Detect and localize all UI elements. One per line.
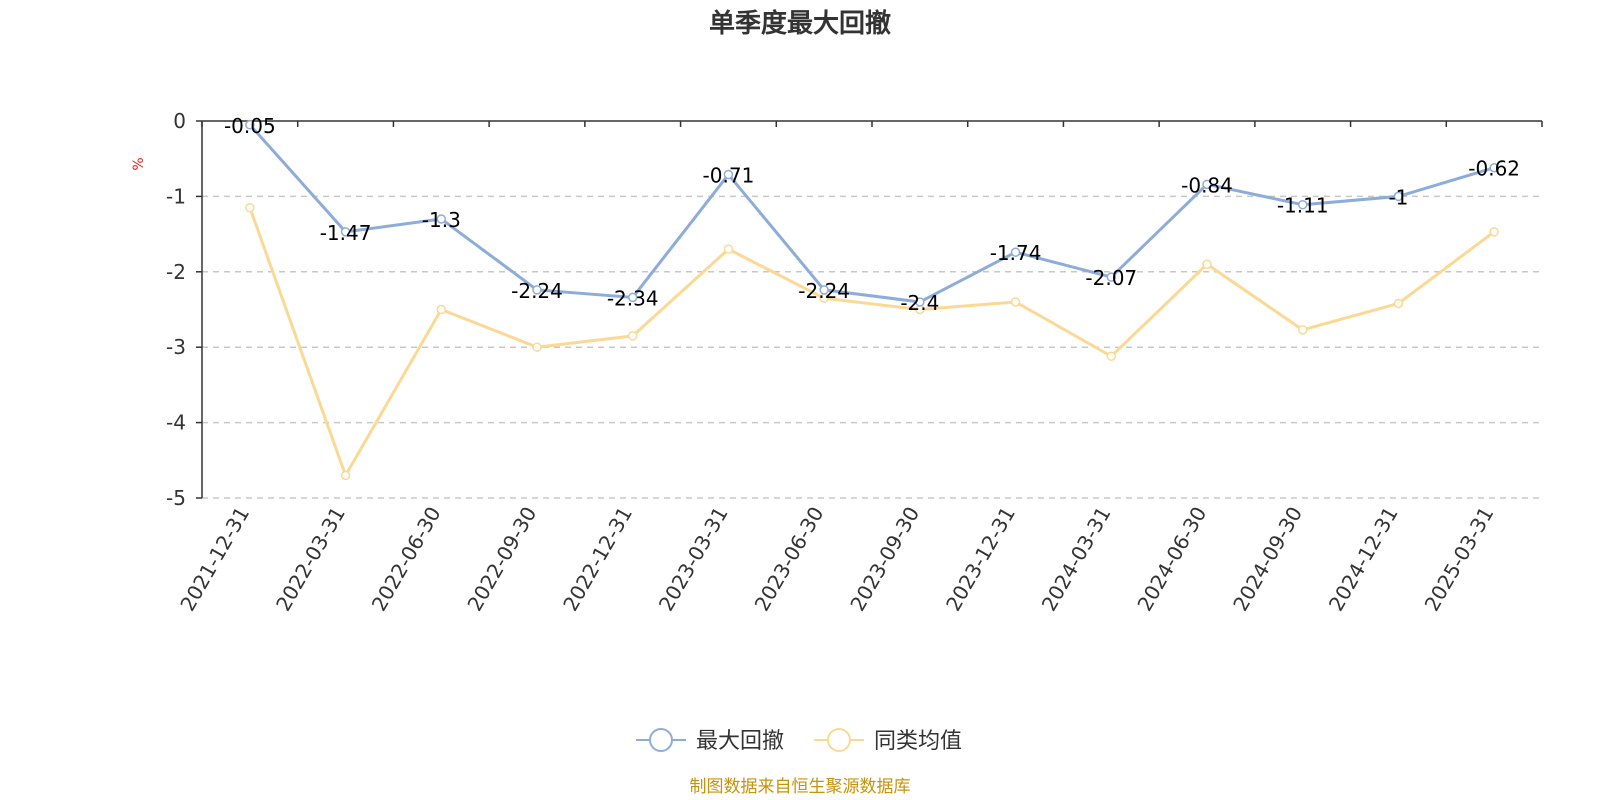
x-tick-label: 2022-06-30 xyxy=(367,503,446,616)
data-label: -2.07 xyxy=(1085,266,1137,290)
legend-label: 最大回撤 xyxy=(696,729,784,754)
data-label: -1.3 xyxy=(422,208,461,232)
data-point xyxy=(627,331,638,341)
data-label: -0.84 xyxy=(1181,173,1233,197)
axes xyxy=(196,120,1543,499)
source-note: 制图数据来自恒生聚源数据库 xyxy=(690,777,911,797)
data-point xyxy=(915,297,925,307)
y-tick-label: 0 xyxy=(173,109,186,133)
data-point xyxy=(436,304,447,315)
data-point xyxy=(1297,199,1308,210)
legend-item: 同类均值 xyxy=(814,728,962,754)
x-tick-label: 2022-03-31 xyxy=(271,503,350,616)
data-label: -2.24 xyxy=(511,279,563,303)
data-label: -1.11 xyxy=(1277,194,1329,218)
legend-marker xyxy=(649,728,673,752)
y-tick-label: -4 xyxy=(166,411,186,435)
x-tick-label: 2022-12-31 xyxy=(558,503,637,616)
chart-title: 单季度最大回撤 xyxy=(709,8,891,39)
y-tick-labels: 0 -1 -2 -3 -4 -5 xyxy=(166,109,186,510)
y-tick-label: -1 xyxy=(166,184,186,208)
data-point xyxy=(1489,227,1499,237)
data-point xyxy=(1489,162,1499,173)
x-tick-label: 2024-09-30 xyxy=(1228,503,1307,616)
gridlines xyxy=(202,195,1542,499)
data-point xyxy=(627,292,638,303)
data-point xyxy=(1106,351,1117,361)
data-point xyxy=(245,202,255,213)
series-group xyxy=(245,120,1499,481)
x-tick-labels: 2021-12-31 2022-03-31 2022-06-30 2022-09-30… xyxy=(175,503,1498,616)
data-label: -2.4 xyxy=(900,291,939,315)
series-line xyxy=(248,123,1495,304)
x-tick-label: 2024-03-31 xyxy=(1037,503,1116,616)
data-label: -1.74 xyxy=(990,241,1042,265)
series-line xyxy=(248,207,1496,477)
data-point xyxy=(245,120,255,130)
x-tick-label: 2022-09-30 xyxy=(462,503,541,616)
x-tick-label: 2025-03-31 xyxy=(1420,503,1499,616)
data-label: -0.05 xyxy=(224,114,276,138)
x-tick-label: 2023-03-31 xyxy=(654,503,733,616)
series-0 xyxy=(245,120,1499,307)
series-1 xyxy=(245,202,1499,481)
data-point xyxy=(1010,247,1021,257)
y-tick-label: -5 xyxy=(166,486,186,510)
data-point xyxy=(1010,297,1021,307)
data-point xyxy=(340,470,351,481)
y-tick-label: -2 xyxy=(166,260,186,284)
data-point xyxy=(1393,298,1404,309)
x-tick-label: 2023-06-30 xyxy=(750,503,829,616)
data-point xyxy=(723,244,734,254)
x-tick-label: 2021-12-31 xyxy=(175,503,254,616)
x-tick-label: 2023-12-31 xyxy=(941,503,1020,616)
data-point xyxy=(532,342,542,352)
legend-item: 最大回撤 xyxy=(636,728,784,754)
legend-label: 同类均值 xyxy=(874,729,962,754)
data-label: -0.71 xyxy=(703,164,755,188)
data-label: -0.62 xyxy=(1468,157,1520,181)
legend-marker xyxy=(827,728,851,752)
x-tick-label: 2024-12-31 xyxy=(1324,503,1403,616)
data-point xyxy=(340,227,351,237)
data-label: -1 xyxy=(1388,185,1408,209)
data-point xyxy=(1393,191,1404,202)
data-point xyxy=(532,285,542,295)
data-labels: -0.05 -1.47 -1.3 -2.24 -2.34 -0.71 -2.24 -2.4 -1… xyxy=(224,114,1520,315)
data-point xyxy=(1202,259,1212,270)
data-point xyxy=(723,169,734,180)
x-tick-label: 2024-06-30 xyxy=(1132,503,1211,616)
data-point xyxy=(1106,272,1117,282)
y-tick-label: -3 xyxy=(166,335,186,359)
data-point xyxy=(436,214,447,224)
y-axis-unit: % xyxy=(131,157,147,170)
data-point xyxy=(1202,179,1212,190)
data-label: -2.34 xyxy=(607,286,659,310)
x-tick-label: 2023-09-30 xyxy=(845,503,924,616)
data-label: -2.24 xyxy=(798,279,850,303)
data-point xyxy=(819,285,829,295)
data-label: -1.47 xyxy=(320,221,372,245)
legend: 最大回撤 同类均值 xyxy=(636,728,962,754)
data-point xyxy=(1297,325,1308,335)
